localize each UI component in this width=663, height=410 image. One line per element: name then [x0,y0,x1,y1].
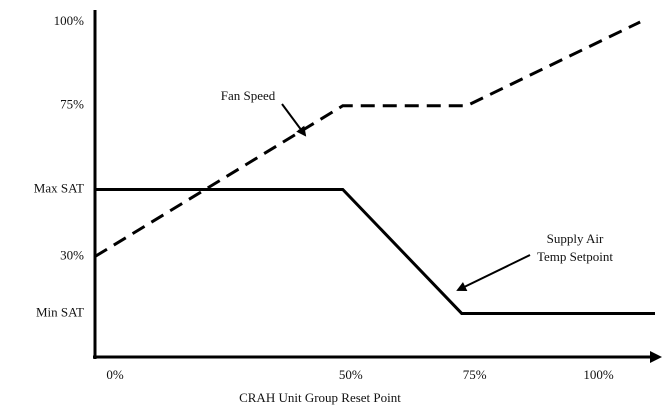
x-tick-label: 0% [106,367,124,382]
y-tick-label: Min SAT [36,304,84,319]
x-axis-arrow [650,351,662,363]
y-tick-label: 100% [54,13,85,28]
sat-arrow [456,254,531,291]
x-tick-label: 50% [339,367,363,382]
x-axis-label: CRAH Unit Group Reset Point [239,390,401,405]
y-tick-label: 75% [60,97,84,112]
y-tick-label: 30% [60,247,84,262]
annotation: Temp Setpoint [537,249,613,264]
series-line [94,20,641,258]
series-line [95,188,655,315]
x-tick-label: 100% [583,367,614,382]
x-tick-label: 75% [463,367,487,382]
fan-speed-arrow [281,103,307,137]
y-tick-label: Max SAT [34,180,84,195]
annotation: Supply Air [547,231,604,246]
annotation: Fan Speed [221,88,276,103]
